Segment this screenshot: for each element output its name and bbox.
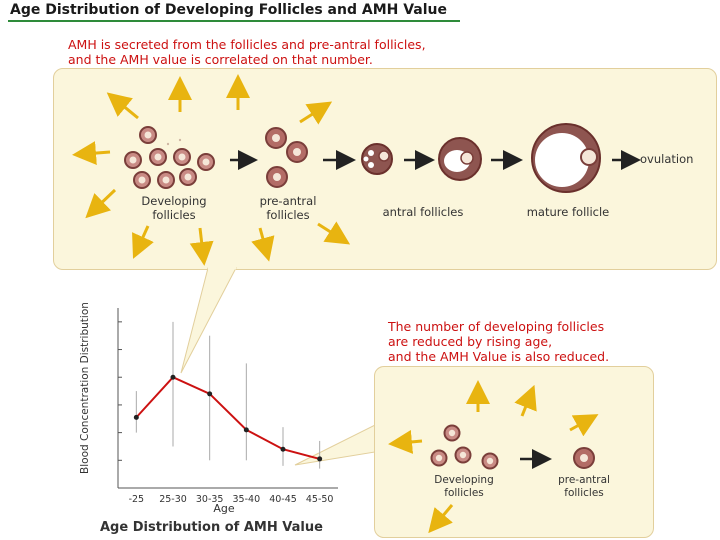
x-tick-label: 25-30 <box>159 494 187 505</box>
data-point <box>280 446 286 452</box>
top-note-line-1: AMH is secreted from the follicles and p… <box>68 37 426 52</box>
bottom-developing-follicles-icon <box>430 424 499 470</box>
mature-follicle-label: mature follicle <box>526 205 610 219</box>
x-tick-label: 40-45 <box>269 494 297 505</box>
data-point <box>317 456 323 462</box>
developing-follicles-icon <box>124 126 215 189</box>
right-note: The number of developing follicles are r… <box>388 319 609 364</box>
antral-follicle-icon <box>361 143 393 175</box>
amh-arrows-top <box>72 74 351 266</box>
mature-follicle-icon <box>531 123 601 193</box>
data-point <box>207 391 213 397</box>
page-title: Age Distribution of Developing Follicles… <box>10 2 447 18</box>
reduced-follicles-panel <box>374 366 654 538</box>
chart-xlabel: Age <box>213 502 235 515</box>
right-note-line-1: The number of developing follicles <box>388 319 605 334</box>
x-tick-label: 30-35 <box>196 494 224 505</box>
amh-arrows-bottom <box>388 380 599 534</box>
amh-line-chart: -25 25-30 30-35 35-40 40-45 45-50 <box>117 308 338 505</box>
antral-follicles-label: antral follicles <box>382 205 464 219</box>
data-point <box>133 414 139 420</box>
amh-series-line <box>135 376 320 460</box>
preantral-follicles-label: pre-antral follicles <box>259 194 317 222</box>
growing-antral-follicle-icon <box>438 137 482 181</box>
bottom-preantral-follicle-icon <box>573 447 595 469</box>
preantral-follicles-icon <box>265 127 308 188</box>
top-note: AMH is secreted from the follicles and p… <box>68 37 426 67</box>
bottom-preantral-label: pre-antral follicles <box>558 474 610 499</box>
top-note-line-2: and the AMH value is correlated on that … <box>68 52 373 67</box>
x-tick-label: -25 <box>129 494 145 505</box>
title-underline <box>8 20 460 22</box>
data-point <box>243 427 249 433</box>
right-note-line-3: and the AMH Value is also reduced. <box>388 349 610 364</box>
developing-follicles-label: Developing follicles <box>141 194 207 222</box>
x-tick-label: 35-40 <box>233 494 261 505</box>
data-point <box>170 374 176 380</box>
ovulation-label: ovulation <box>640 152 694 166</box>
chart-title: Age Distribution of AMH Value <box>100 520 323 535</box>
x-tick-label: 45-50 <box>306 494 334 505</box>
right-note-line-2: are reduced by rising age, <box>388 334 553 349</box>
bottom-developing-label: Developing follicles <box>434 474 494 499</box>
